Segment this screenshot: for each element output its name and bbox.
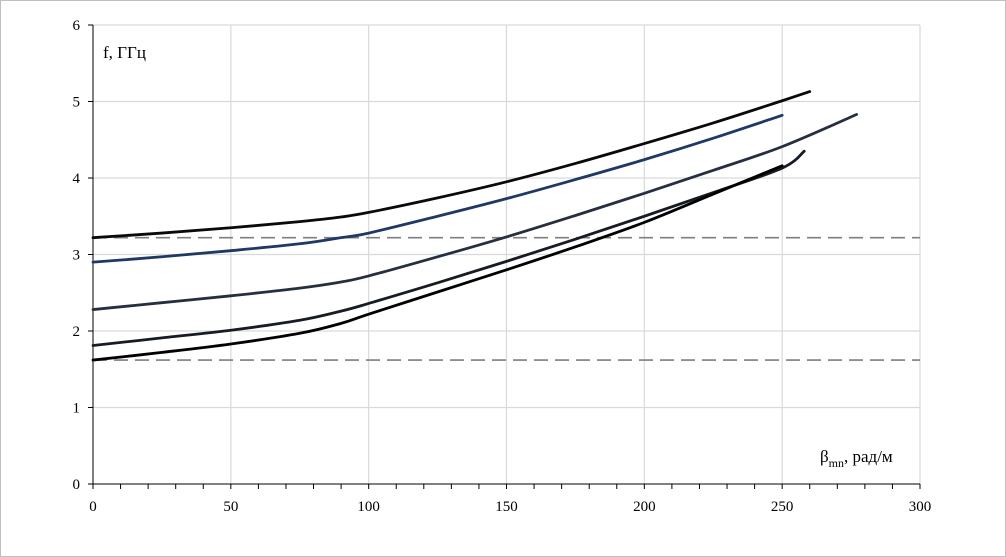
x-tick-label: 100 (357, 499, 380, 515)
y-tick-label: 6 (73, 18, 81, 34)
x-axis-title: βmn, рад/м (820, 447, 893, 470)
tick-labels: 0 1 2 3 4 5 6 0 50 100 150 200 250 300 (73, 18, 932, 515)
axes (88, 24, 921, 489)
y-tick-label: 2 (73, 324, 81, 340)
x-tick-label: 50 (223, 499, 238, 515)
series-line-3 (91, 113, 858, 311)
x-axis-symbol: β (820, 447, 829, 466)
x-tick-label: 300 (909, 499, 932, 515)
y-axis-title: f, ГГц (103, 43, 146, 62)
series-line-5 (91, 164, 784, 362)
x-tick-label: 150 (495, 499, 518, 515)
reference-lines (93, 236, 920, 361)
y-tick-label: 0 (73, 477, 81, 493)
series-line-1 (91, 90, 812, 240)
y-tick-label: 4 (73, 171, 81, 187)
series-line-4 (91, 149, 806, 347)
y-tick-label: 1 (73, 401, 81, 417)
x-tick-label: 0 (89, 499, 97, 515)
y-tick-label: 3 (73, 248, 81, 264)
x-axis-subscript: mn (829, 456, 844, 470)
grid-lines (93, 24, 921, 484)
series-lines (91, 90, 858, 362)
series-line-2 (91, 113, 784, 264)
x-tick-label: 250 (771, 499, 794, 515)
y-tick-label: 5 (73, 95, 81, 111)
x-tick-label: 200 (633, 499, 656, 515)
x-axis-unit: , рад/м (844, 447, 893, 466)
